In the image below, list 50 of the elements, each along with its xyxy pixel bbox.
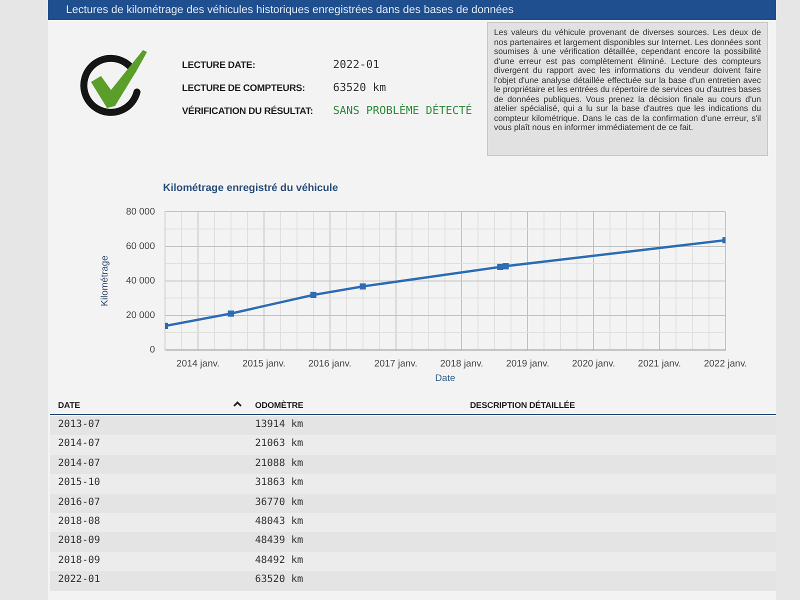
text: 2013-07 [58, 419, 100, 430]
chart-title: Kilométrage enregistré du véhicule [163, 182, 338, 194]
x-tick-label: 2020 janv. [572, 358, 616, 370]
text: 2016-07 [58, 496, 100, 508]
text: LECTURE DE COMPTEURS: [182, 83, 305, 94]
text: 48492 km [255, 554, 304, 566]
text: VÉRIFICATION DU RÉSULTAT: [182, 106, 313, 117]
text: 31863 km [255, 477, 304, 488]
text: 63520 km [255, 574, 304, 586]
y-tick-label: 80 000 [126, 206, 155, 218]
text: 13914 km [255, 419, 304, 430]
y-tick-label: 20 000 [126, 310, 155, 322]
text: 48043 km [255, 516, 304, 527]
text: 21088 km [255, 458, 304, 469]
text: LECTURE DATE: [182, 60, 256, 71]
x-tick-label: 2016 janv. [308, 358, 352, 370]
x-tick-label: 2021 janv. [638, 358, 682, 370]
text: 21063 km [255, 438, 304, 450]
point [360, 283, 366, 290]
text: ODOMÈTRE [255, 400, 304, 410]
y-tick-label: 60 000 [126, 240, 155, 252]
point [310, 292, 316, 298]
y-tick-label: 40 000 [126, 275, 155, 286]
text: 2014-07 [58, 438, 100, 450]
text: 2022-01 [333, 58, 380, 71]
text: 63520 km [333, 81, 386, 94]
text: Lectures de kilométrage des véhicules historiques enregistrées dans des bases de données [48, 0, 776, 20]
point [497, 264, 504, 270]
text: 2014-07 [58, 458, 100, 469]
x-tick-label: 2019 janv. [506, 358, 550, 370]
x-tick-label: 2015 janv. [242, 358, 286, 370]
x-tick-label: 2014 janv. [176, 358, 220, 370]
y-axis-title: Kilométrage [99, 256, 110, 306]
x-tick-label: 2022 janv. [704, 358, 748, 370]
text: 2018-09 [58, 535, 100, 546]
text: 36770 km [255, 496, 304, 508]
text: DATE [58, 400, 80, 410]
text: DESCRIPTION DÉTAILLÉE [470, 400, 575, 410]
text: 2022-01 [58, 574, 100, 586]
text: 48439 km [255, 535, 304, 546]
text: 2018-09 [58, 554, 100, 566]
x-tick-label: 2017 janv. [374, 358, 418, 370]
text: Les valeurs du véhicule provenant de diverses sources. Les deux de nos partenaires et largement disponibles sur Internet. Les données sont soumises à une vérification détaillée, cependant encore la possibilité d'une erreur est pas complètement éliminé. Lecture des compteurs divergent du rapport avec les informations du vendeur doivent faire l'objet d'une analyse détaillée effectuée sur la base d'un entretien avec le propriétaire et les entrées du répertoire de services ou d'autres bases de données publiques. Vous prenez la décision finale au cours d'un atelier spécialisé, qui a lu sur la base d'autres que les indications du compteur kilométrique. Dans le cas de la confirmation d'une erreur, s'il vous plaît nous en informer immédiatement de ce fait. [494, 27, 761, 132]
text: SANS PROBLÈME DÉTECTÉ [333, 104, 472, 117]
y-tick-label: 0 [150, 344, 155, 356]
x-tick-label: 2018 janv. [440, 358, 484, 370]
x-axis-title: Date [435, 372, 456, 384]
text: 2018-08 [58, 516, 100, 527]
point [228, 310, 234, 317]
text: 2015-10 [58, 477, 100, 488]
